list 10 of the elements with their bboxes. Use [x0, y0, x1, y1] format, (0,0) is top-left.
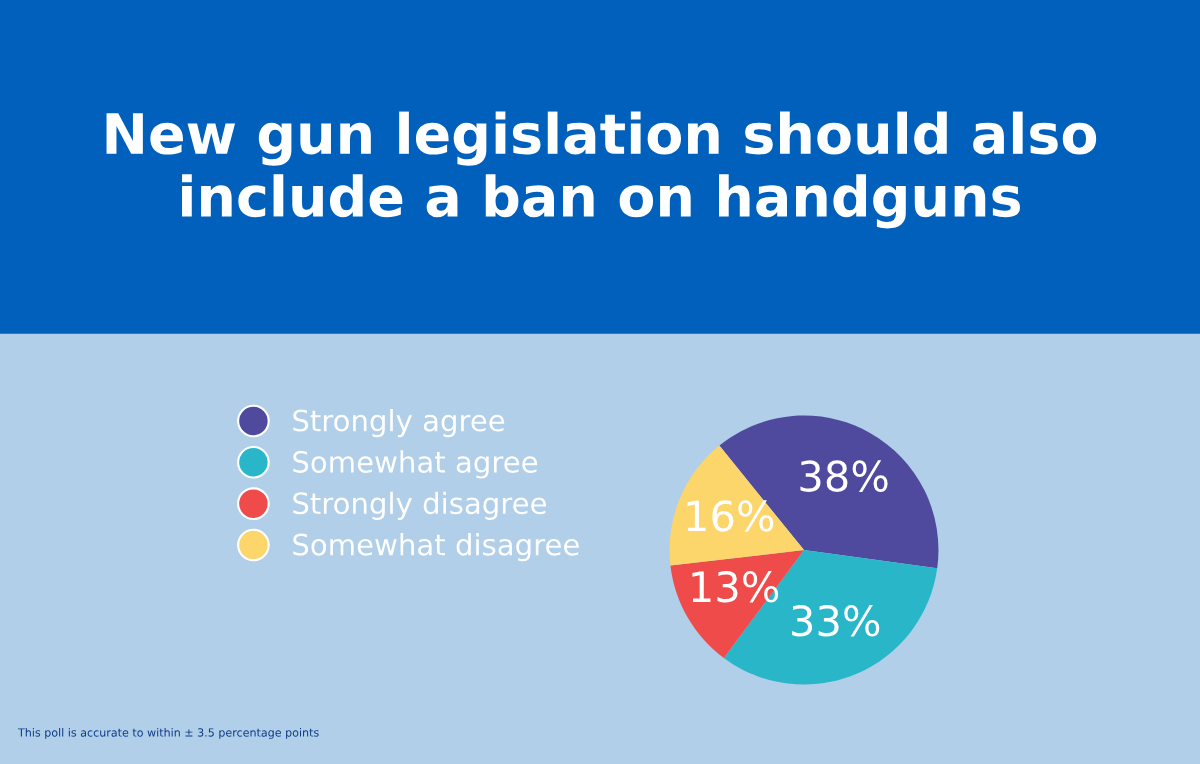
- legend-label: Strongly disagree: [293, 491, 546, 520]
- data-label: 33%: [792, 605, 880, 637]
- data-label: 13%: [692, 570, 779, 603]
- data-label: 38%: [800, 460, 888, 492]
- data-label: 16%: [687, 500, 774, 532]
- legend-label: Somewhat disagree: [293, 533, 579, 562]
- legend-label: Strongly agree: [293, 409, 505, 438]
- text: This poll is accurate to within ± 3.5 percentage points: [17, 728, 319, 739]
- legend-label: Somewhat agree: [293, 450, 538, 479]
- chart-title: New gun legislation should also include a ban on handguns: [106, 111, 1097, 229]
